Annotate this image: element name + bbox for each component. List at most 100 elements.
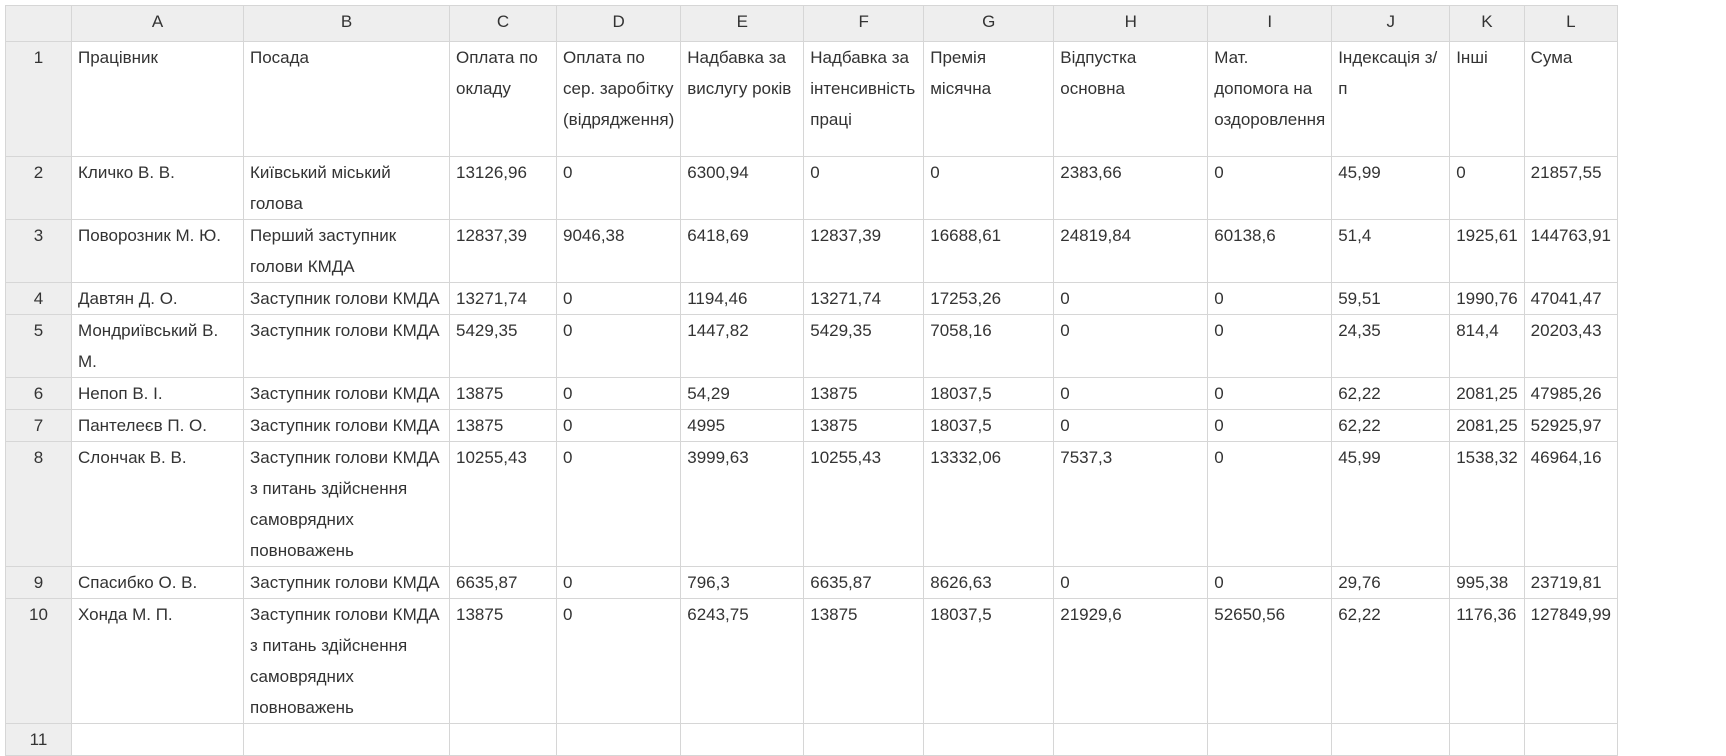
cell-l5[interactable]: 20203,43 [1523,314,1619,378]
cell-d10[interactable]: 0 [555,598,682,724]
cell-a1[interactable]: Працівник [71,41,244,157]
cell-h1[interactable]: Відпустка основна [1053,41,1209,157]
cell-f4[interactable]: 13271,74 [803,282,925,315]
cell-h2[interactable]: 2383,66 [1053,156,1209,220]
cell-g1[interactable]: Премія місячна [923,41,1055,157]
row-header-2[interactable]: 2 [5,156,72,220]
column-header-l[interactable]: L [1523,5,1619,42]
cell-b5[interactable]: Заступник голови КМДА [243,314,450,378]
cell-j3[interactable]: 51,4 [1331,219,1451,283]
cell-k1[interactable]: Інші [1449,41,1525,157]
column-header-e[interactable]: E [680,5,805,42]
cell-a10[interactable]: Хонда М. П. [71,598,244,724]
cell-d7[interactable]: 0 [555,409,682,442]
cell-l2[interactable]: 21857,55 [1523,156,1619,220]
cell-l11[interactable] [1523,723,1619,756]
cell-j9[interactable]: 29,76 [1331,566,1451,599]
row-header-4[interactable]: 4 [5,282,72,315]
cell-a9[interactable]: Спасибко О. В. [71,566,244,599]
column-header-b[interactable]: B [243,5,450,42]
cell-b9[interactable]: Заступник голови КМДА [243,566,450,599]
cell-d1[interactable]: Оплата по сер. заробітку (відрядження) [555,41,682,157]
column-header-i[interactable]: I [1207,5,1333,42]
cell-c11[interactable] [449,723,557,756]
cell-j5[interactable]: 24,35 [1331,314,1451,378]
cell-k5[interactable]: 814,4 [1449,314,1525,378]
cell-h10[interactable]: 21929,6 [1053,598,1209,724]
cell-a8[interactable]: Слончак В. В. [71,441,244,567]
cell-h8[interactable]: 7537,3 [1053,441,1209,567]
row-header-9[interactable]: 9 [5,566,72,599]
column-header-f[interactable]: F [803,5,925,42]
cell-d8[interactable]: 0 [555,441,682,567]
cell-c6[interactable]: 13875 [449,377,557,410]
column-header-k[interactable]: K [1449,5,1525,42]
column-header-g[interactable]: G [923,5,1055,42]
cell-k8[interactable]: 1538,32 [1449,441,1525,567]
row-header-6[interactable]: 6 [5,377,72,410]
cell-i2[interactable]: 0 [1207,156,1333,220]
cell-a3[interactable]: Поворозник М. Ю. [71,219,244,283]
cell-h4[interactable]: 0 [1053,282,1209,315]
cell-i9[interactable]: 0 [1207,566,1333,599]
cell-c10[interactable]: 13875 [449,598,557,724]
cell-d3[interactable]: 9046,38 [555,219,682,283]
cell-j4[interactable]: 59,51 [1331,282,1451,315]
cell-f7[interactable]: 13875 [803,409,925,442]
cell-g2[interactable]: 0 [923,156,1055,220]
cell-j2[interactable]: 45,99 [1331,156,1451,220]
cell-c5[interactable]: 5429,35 [449,314,557,378]
cell-h7[interactable]: 0 [1053,409,1209,442]
cell-c1[interactable]: Оплата по окладу [449,41,557,157]
cell-e2[interactable]: 6300,94 [680,156,805,220]
select-all-corner[interactable] [5,5,72,42]
cell-b10[interactable]: Заступник голови КМДА з питань здійсненн… [243,598,450,724]
row-header-5[interactable]: 5 [5,314,72,378]
cell-c8[interactable]: 10255,43 [449,441,557,567]
cell-e7[interactable]: 4995 [680,409,805,442]
cell-k7[interactable]: 2081,25 [1449,409,1525,442]
cell-i6[interactable]: 0 [1207,377,1333,410]
cell-l1[interactable]: Сума [1523,41,1619,157]
cell-g10[interactable]: 18037,5 [923,598,1055,724]
cell-i8[interactable]: 0 [1207,441,1333,567]
cell-d5[interactable]: 0 [555,314,682,378]
cell-a5[interactable]: Мондриївський В. М. [71,314,244,378]
cell-j10[interactable]: 62,22 [1331,598,1451,724]
cell-e11[interactable] [680,723,805,756]
cell-d2[interactable]: 0 [555,156,682,220]
cell-k3[interactable]: 1925,61 [1449,219,1525,283]
cell-a7[interactable]: Пантелеєв П. О. [71,409,244,442]
cell-h5[interactable]: 0 [1053,314,1209,378]
cell-b4[interactable]: Заступник голови КМДА [243,282,450,315]
cell-l3[interactable]: 144763,91 [1523,219,1619,283]
cell-f2[interactable]: 0 [803,156,925,220]
cell-f3[interactable]: 12837,39 [803,219,925,283]
cell-e6[interactable]: 54,29 [680,377,805,410]
cell-f8[interactable]: 10255,43 [803,441,925,567]
cell-i7[interactable]: 0 [1207,409,1333,442]
cell-e1[interactable]: Надбавка за вислугу років [680,41,805,157]
column-header-j[interactable]: J [1331,5,1451,42]
cell-a11[interactable] [71,723,244,756]
cell-l4[interactable]: 47041,47 [1523,282,1619,315]
cell-e4[interactable]: 1194,46 [680,282,805,315]
cell-e5[interactable]: 1447,82 [680,314,805,378]
cell-g7[interactable]: 18037,5 [923,409,1055,442]
cell-d6[interactable]: 0 [555,377,682,410]
cell-c9[interactable]: 6635,87 [449,566,557,599]
cell-e8[interactable]: 3999,63 [680,441,805,567]
cell-c4[interactable]: 13271,74 [449,282,557,315]
cell-i1[interactable]: Мат. допомога на оздоровлення [1207,41,1333,157]
cell-j1[interactable]: Індексація з/п [1331,41,1451,157]
cell-d9[interactable]: 0 [555,566,682,599]
cell-e3[interactable]: 6418,69 [680,219,805,283]
cell-k2[interactable]: 0 [1449,156,1525,220]
cell-g6[interactable]: 18037,5 [923,377,1055,410]
cell-l6[interactable]: 47985,26 [1523,377,1619,410]
cell-f11[interactable] [803,723,925,756]
column-header-d[interactable]: D [555,5,682,42]
row-header-11[interactable]: 11 [5,723,72,756]
cell-h9[interactable]: 0 [1053,566,1209,599]
row-header-7[interactable]: 7 [5,409,72,442]
